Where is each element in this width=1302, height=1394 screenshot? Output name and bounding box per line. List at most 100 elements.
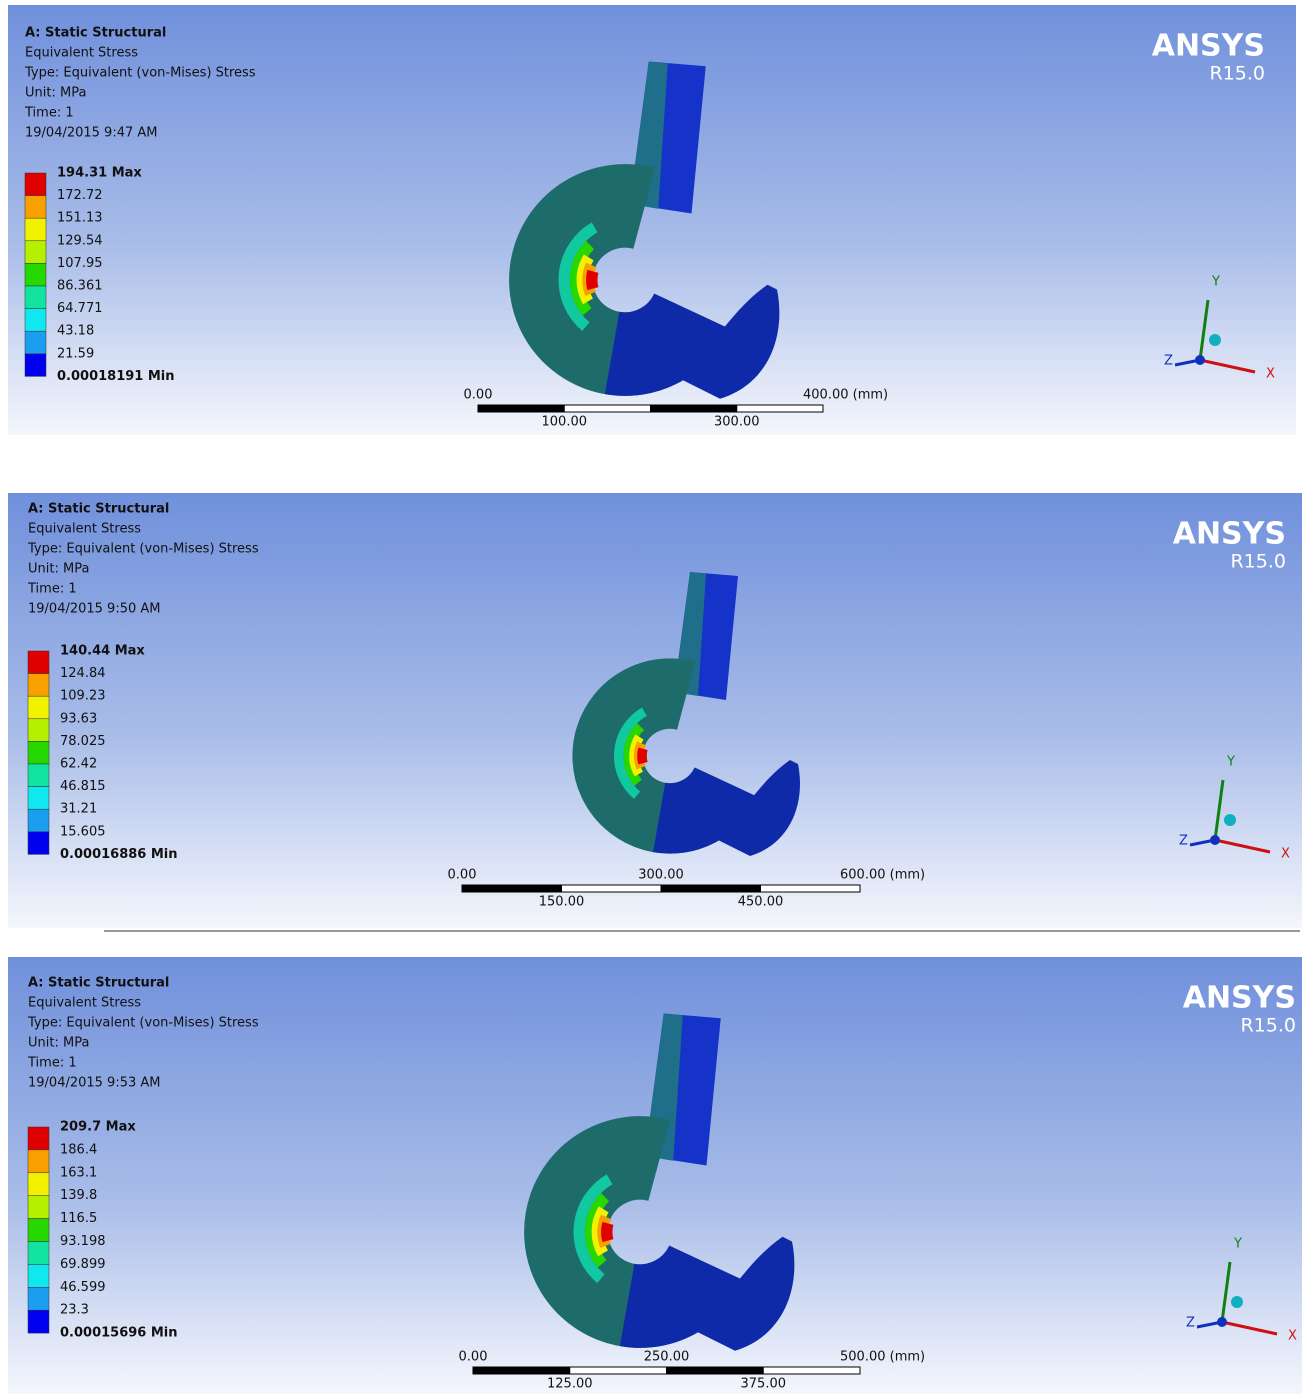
scale-bar-segment (570, 1367, 667, 1374)
legend-label: 194.31 Max (57, 166, 142, 181)
legend-label: 78.025 (60, 734, 106, 749)
logo-name: ANSYS (1183, 981, 1296, 1016)
legend-label: 46.599 (60, 1280, 106, 1295)
legend-swatch (28, 741, 49, 764)
legend-swatch (25, 173, 46, 196)
stress-contour (592, 271, 593, 288)
legend-swatch (25, 196, 46, 219)
header-line: Time: 1 (27, 1056, 77, 1071)
scale-bar-segment (478, 405, 564, 412)
legend-label: 140.44 Max (60, 644, 145, 659)
legend-label: 23.3 (60, 1303, 89, 1318)
legend-label: 139.8 (60, 1188, 97, 1203)
legend-label: 86.361 (57, 279, 103, 294)
legend-swatch (28, 1196, 49, 1219)
hook-lower (627, 1263, 707, 1306)
legend-label: 129.54 (57, 233, 103, 248)
legend-label: 31.21 (60, 802, 97, 817)
header-line: Equivalent Stress (25, 46, 138, 61)
header-line: Equivalent Stress (28, 996, 141, 1011)
scale-label: 300.00 (714, 415, 760, 430)
legend-label: 209.7 Max (60, 1120, 136, 1135)
legend-swatch (28, 719, 49, 742)
scale-bar-segment (564, 405, 650, 412)
header-line: Time: 1 (24, 106, 74, 121)
legend-label: 0.00016886 Min (60, 847, 178, 862)
legend-label: 15.605 (60, 824, 106, 839)
result-panel: A: Static Structural Equivalent Stress Typ… (8, 957, 1302, 1394)
stress-contour (642, 749, 643, 763)
scale-label: 125.00 (547, 1377, 593, 1392)
header-line: Unit: MPa (25, 86, 86, 101)
header-line: Unit: MPa (28, 562, 89, 577)
logo-version: R15.0 (1209, 63, 1265, 85)
axis-label: Z (1186, 1316, 1195, 1331)
scale-label: 400.00 (mm) (803, 388, 888, 403)
legend-label: 64.771 (57, 301, 103, 316)
legend-label: 43.18 (57, 324, 94, 339)
triad-origin (1195, 355, 1205, 365)
legend-label: 0.00015696 Min (60, 1326, 178, 1341)
legend-swatch (28, 696, 49, 719)
axis-label: X (1288, 1329, 1297, 1344)
legend-swatch (28, 764, 49, 787)
logo-version: R15.0 (1240, 1015, 1296, 1037)
header-line: 19/04/2015 9:53 AM (28, 1076, 161, 1091)
header-line: 19/04/2015 9:50 AM (28, 602, 161, 617)
logo-name: ANSYS (1173, 517, 1286, 552)
legend-swatch (28, 674, 49, 697)
legend-swatch (28, 651, 49, 674)
header-line: Unit: MPa (28, 1036, 89, 1051)
legend-swatch (25, 241, 46, 264)
header-line: 19/04/2015 9:47 AM (25, 126, 158, 141)
scale-label: 0.00 (464, 388, 493, 403)
axis-label: X (1266, 367, 1275, 382)
header-line: Type: Equivalent (von-Mises) Stress (27, 1016, 259, 1031)
legend-swatch (25, 309, 46, 332)
legend-swatch (28, 787, 49, 810)
scale-bar-segment (462, 885, 562, 892)
hook-lower (659, 782, 726, 818)
legend-label: 107.95 (57, 256, 103, 271)
scale-label: 375.00 (741, 1377, 787, 1392)
scale-label: 0.00 (448, 868, 477, 883)
scale-bar-segment (651, 405, 737, 412)
scale-label: 300.00 (638, 868, 684, 883)
screenshot: A: Static Structural Equivalent Stress Typ… (0, 0, 1302, 1394)
stress-contour (607, 1223, 608, 1240)
legend-swatch (25, 218, 46, 241)
scale-label: 150.00 (539, 895, 585, 910)
axis-label: Z (1179, 834, 1188, 849)
triad-ball (1224, 814, 1236, 826)
legend-swatch (28, 1242, 49, 1265)
legend-swatch (25, 286, 46, 309)
header-line: Type: Equivalent (von-Mises) Stress (27, 542, 259, 557)
scale-label: 500.00 (mm) (840, 1350, 925, 1365)
axis-label: Y (1211, 275, 1220, 290)
legend-label: 116.5 (60, 1211, 97, 1226)
header-line: A: Static Structural (28, 502, 169, 517)
scale-bar-segment (473, 1367, 570, 1374)
axis-label: Z (1164, 354, 1173, 369)
legend-label: 186.4 (60, 1142, 97, 1157)
legend-swatch (28, 1173, 49, 1196)
legend-swatch (25, 354, 46, 377)
legend-swatch (28, 809, 49, 832)
header-line: A: Static Structural (28, 976, 169, 991)
hook-lower (612, 311, 692, 354)
legend-label: 62.42 (60, 757, 97, 772)
header-line: Equivalent Stress (28, 522, 141, 537)
legend-swatch (28, 832, 49, 855)
legend-swatch (28, 1310, 49, 1333)
logo-name: ANSYS (1152, 29, 1265, 64)
scale-bar-segment (661, 885, 761, 892)
scale-bar-segment (562, 885, 662, 892)
legend-swatch (28, 1127, 49, 1150)
legend-label: 172.72 (57, 188, 103, 203)
legend-label: 46.815 (60, 779, 106, 794)
legend-label: 21.59 (57, 346, 94, 361)
axis-label: Y (1233, 1237, 1242, 1252)
scale-label: 250.00 (644, 1350, 690, 1365)
legend-swatch (28, 1150, 49, 1173)
